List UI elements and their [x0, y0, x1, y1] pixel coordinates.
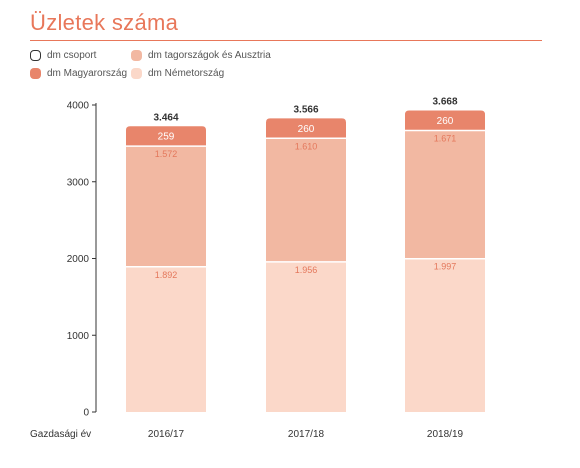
segment-label-germany: 1.956	[295, 265, 318, 275]
y-tick-label: 3000	[67, 177, 90, 188]
segment-label-partners: 1.572	[155, 149, 178, 159]
bar-segment-hungary	[266, 118, 346, 139]
legend-item-partners: dm tagországok és Ausztria	[131, 50, 271, 61]
x-axis-label: Gazdasági év	[30, 429, 91, 440]
segment-label-germany: 1.997	[434, 262, 457, 272]
legend-label-partners: dm tagországok és Ausztria	[148, 50, 271, 61]
bar-segment-partners	[266, 138, 346, 262]
y-tick-label: 2000	[67, 254, 90, 265]
y-tick-label: 1000	[67, 331, 90, 342]
segment-label-partners: 1.671	[434, 133, 457, 143]
bar-segment-partners	[405, 130, 485, 259]
x-tick-label: 2018/19	[427, 429, 464, 440]
total-label: 3.566	[293, 104, 318, 115]
bar-segment-germany	[405, 258, 485, 412]
total-label: 3.668	[432, 97, 457, 108]
legend-label-germany: dm Németország	[148, 68, 225, 79]
segment-label-hungary: 260	[298, 124, 315, 135]
y-tick-label: 0	[83, 408, 89, 419]
x-tick-label: 2016/17	[148, 429, 185, 440]
bar-segment-germany	[126, 266, 206, 412]
segment-label-hungary: 259	[158, 132, 175, 143]
y-tick-label: 4000	[67, 101, 90, 112]
legend-swatch-partners	[131, 50, 142, 61]
legend-swatch-germany	[131, 68, 142, 79]
legend-label-hungary: dm Magyarország	[47, 68, 128, 79]
segment-label-hungary: 260	[437, 116, 454, 127]
legend-item-group: dm csoport	[30, 50, 96, 61]
title-divider	[30, 40, 542, 41]
bar-segment-hungary	[126, 126, 206, 147]
legend-label-group: dm csoport	[47, 50, 97, 61]
legend-item-hungary: dm Magyarország	[30, 68, 127, 79]
total-label: 3.464	[153, 112, 178, 123]
segment-label-germany: 1.892	[155, 270, 178, 280]
chart-title: Üzletek száma	[30, 10, 179, 35]
bar-segment-germany	[266, 261, 346, 412]
x-tick-label: 2017/18	[288, 429, 325, 440]
bar-segment-hungary	[405, 110, 485, 131]
bar-segment-partners	[126, 146, 206, 267]
segment-label-partners: 1.610	[295, 141, 318, 151]
legend-swatch-group	[30, 50, 41, 61]
legend-item-germany: dm Németország	[131, 68, 224, 79]
legend-swatch-hungary	[30, 68, 41, 79]
